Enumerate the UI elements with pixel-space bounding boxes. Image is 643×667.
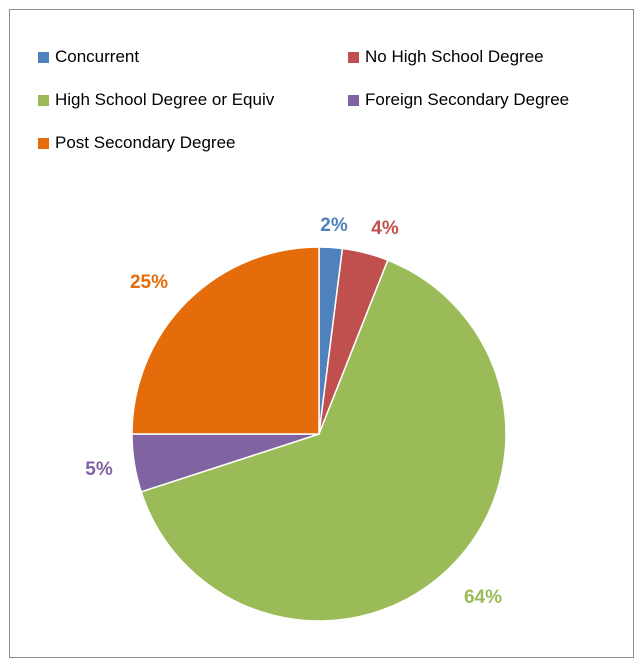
legend-swatch-concurrent (38, 51, 49, 63)
data-label-no-high-school-degree: 4% (371, 218, 399, 239)
legend-label-concurrent: Concurrent (55, 47, 140, 66)
pie-slice-high-school-degree-or-equiv (140, 259, 507, 622)
legend-label-post-secondary-degree: Post Secondary Degree (55, 133, 236, 152)
legend-swatch-post-secondary-degree (38, 137, 49, 149)
legend-swatch-no-high-school-degree (348, 51, 359, 63)
legend-swatch-high-school-degree-or-equiv (38, 94, 49, 106)
legend-swatch-foreign-secondary-degree (348, 94, 359, 106)
legend-item-high-school-degree-or-equiv: High School Degree or Equiv (38, 90, 274, 110)
legend-item-post-secondary-degree: Post Secondary Degree (38, 133, 236, 153)
data-label-post-secondary-degree: 25% (130, 272, 168, 293)
legend-item-concurrent: Concurrent (38, 47, 139, 67)
pie-slice-post-secondary-degree (131, 246, 320, 435)
legend-item-no-high-school-degree: No High School Degree (348, 47, 544, 67)
data-label-high-school-degree-or-equiv: 64% (464, 587, 502, 608)
legend-label-foreign-secondary-degree: Foreign Secondary Degree (365, 90, 570, 109)
legend-label-no-high-school-degree: No High School Degree (365, 47, 544, 66)
data-label-concurrent: 2% (320, 215, 348, 236)
legend-label-high-school-degree-or-equiv: High School Degree or Equiv (55, 90, 275, 109)
legend-item-foreign-secondary-degree: Foreign Secondary Degree (348, 90, 569, 110)
chart-legend: Concurrent No High School Degree High Sc… (38, 47, 608, 167)
data-label-foreign-secondary-degree: 5% (85, 459, 113, 480)
